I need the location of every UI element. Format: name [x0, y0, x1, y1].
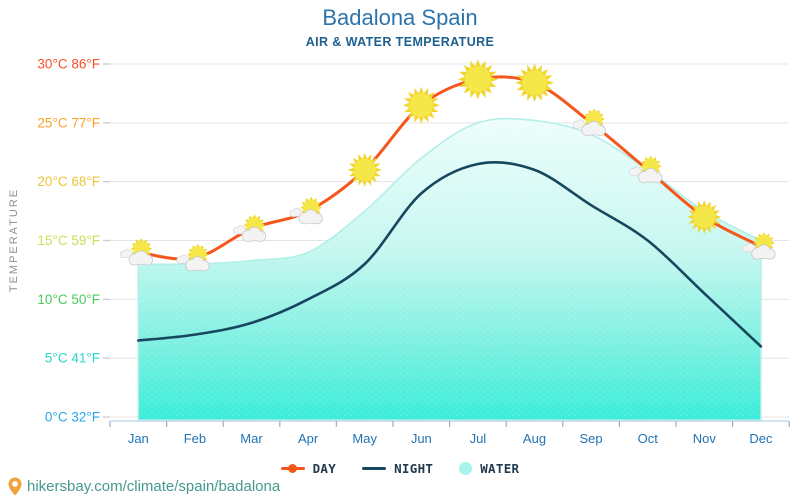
month-label: Aug	[523, 431, 546, 446]
chart-subtitle: AIR & WATER TEMPERATURE	[305, 35, 495, 49]
water-dot-icon	[459, 462, 473, 475]
y-axis-label: 20°C 68°F	[37, 174, 100, 189]
month-label: Apr	[298, 431, 319, 446]
sun-cloud-icon	[289, 196, 323, 225]
sun-icon	[687, 199, 722, 235]
page-title: Badalona Spain	[322, 5, 478, 30]
sun-cloud-icon	[119, 238, 153, 266]
y-axis-label: 10°C 50°F	[37, 292, 100, 307]
legend-day-label: DAY	[312, 461, 337, 476]
chart-legend: DAY NIGHT WATER	[0, 461, 800, 476]
month-label: Jan	[128, 431, 149, 446]
legend-night-label: NIGHT	[394, 461, 434, 476]
y-axis-label: 5°C 41°F	[45, 351, 100, 366]
month-label: Oct	[638, 431, 659, 446]
sun-icon	[402, 86, 440, 124]
night-line	[137, 161, 763, 348]
month-label: Jul	[470, 431, 487, 446]
night-line-icon	[362, 467, 387, 470]
source-url[interactable]: hikersbay.com/climate/spain/badalona	[27, 478, 281, 495]
sun-cloud-icon	[176, 243, 210, 272]
sun-cloud-icon	[629, 155, 663, 184]
sun-icon	[457, 59, 499, 100]
legend-item-water: WATER	[459, 461, 519, 476]
sun-cloud-icon	[742, 232, 776, 260]
location-pin-icon	[8, 477, 22, 496]
legend-item-night: NIGHT	[362, 461, 433, 476]
month-label: Sep	[580, 431, 603, 446]
month-label: Jun	[411, 431, 432, 446]
y-axis-label: 0°C 32°F	[45, 410, 100, 425]
x-axis: Jan Feb Mar Apr May Jun Jul Aug Sep Oct Nov Dec	[109, 420, 790, 446]
month-label: Dec	[749, 431, 773, 446]
y-axis-label: 30°C 86°F	[37, 57, 100, 72]
month-label: Nov	[693, 431, 717, 446]
y-axis-label: 25°C 77°F	[37, 115, 100, 130]
sun-cloud-icon	[233, 214, 267, 242]
legend-item-day: DAY	[280, 461, 337, 476]
month-label: Feb	[184, 431, 206, 446]
day-line-icon	[280, 464, 305, 474]
source-link[interactable]: hikersbay.com/climate/spain/badalona	[8, 477, 280, 496]
sun-cloud-icon	[572, 108, 606, 137]
legend-water-label: WATER	[480, 461, 520, 476]
month-label: May	[352, 431, 377, 446]
sun-icon	[347, 152, 382, 187]
month-label: Mar	[240, 431, 263, 446]
sun-icon	[515, 63, 554, 103]
y-axis-label: 15°C 59°F	[37, 233, 100, 248]
